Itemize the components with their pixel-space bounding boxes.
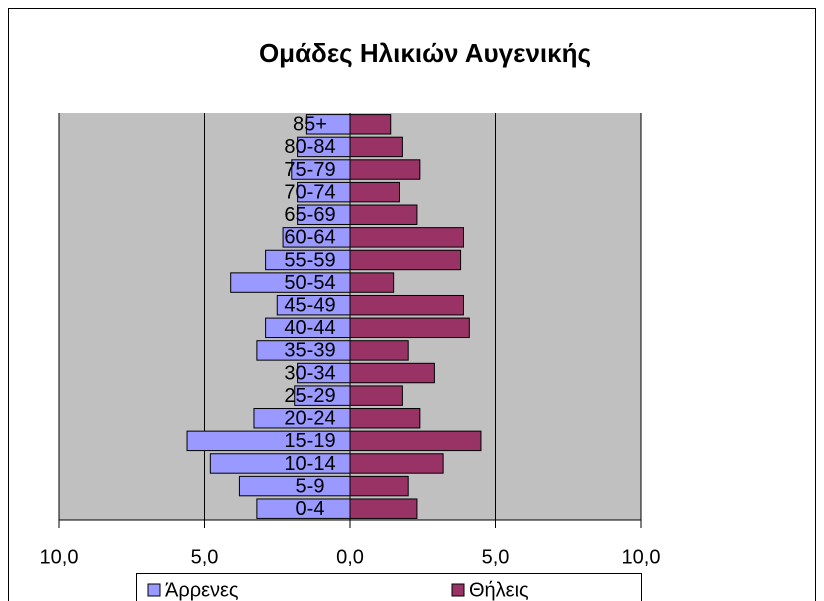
bar xyxy=(349,453,444,474)
bar xyxy=(349,181,400,203)
chart-title: Ομάδες Ηλικιών Αυγενικής xyxy=(259,38,591,68)
category-label: 75-79 xyxy=(284,159,335,181)
bar xyxy=(349,362,435,384)
bar xyxy=(349,498,418,519)
bar xyxy=(349,408,421,429)
bar xyxy=(349,475,409,497)
category-label: 25-29 xyxy=(284,385,335,407)
legend-label: Θήλεις xyxy=(469,579,529,601)
x-tick-label: 5,0 xyxy=(191,546,219,568)
x-tick-label: 10,0 xyxy=(622,546,661,568)
legend-label: Άρρενες xyxy=(165,579,239,601)
bar xyxy=(349,272,395,293)
category-label: 45-49 xyxy=(284,294,335,316)
legend-box xyxy=(136,573,642,601)
legend-swatch xyxy=(451,583,465,597)
category-label: 70-74 xyxy=(284,181,335,203)
bar xyxy=(349,430,482,452)
category-label: 0-4 xyxy=(296,498,325,520)
bar xyxy=(349,340,409,361)
category-label: 5-9 xyxy=(296,475,325,497)
bar xyxy=(349,317,470,339)
x-tick-label: 10,0 xyxy=(40,546,79,568)
category-label: 40-44 xyxy=(284,317,335,339)
bar xyxy=(349,227,464,248)
category-label: 35-39 xyxy=(284,340,335,362)
category-label: 10-14 xyxy=(284,453,335,475)
legend-swatch xyxy=(147,583,161,597)
bar xyxy=(349,385,403,406)
bar xyxy=(349,114,392,135)
category-label: 15-19 xyxy=(284,430,335,452)
category-label: 60-64 xyxy=(284,227,335,249)
category-label: 55-59 xyxy=(284,249,335,271)
bar xyxy=(349,204,418,225)
bar xyxy=(349,249,462,271)
x-tick-label: 0,0 xyxy=(336,546,364,568)
category-label: 30-34 xyxy=(284,362,335,384)
category-label: 20-24 xyxy=(284,408,335,430)
bar xyxy=(349,136,403,158)
bar xyxy=(349,159,421,180)
category-label: 80-84 xyxy=(284,136,335,158)
bar xyxy=(349,294,464,316)
category-label: 50-54 xyxy=(284,272,335,294)
x-tick-label: 5,0 xyxy=(482,546,510,568)
category-label: 65-69 xyxy=(284,204,335,226)
category-label: 85+ xyxy=(293,114,327,136)
